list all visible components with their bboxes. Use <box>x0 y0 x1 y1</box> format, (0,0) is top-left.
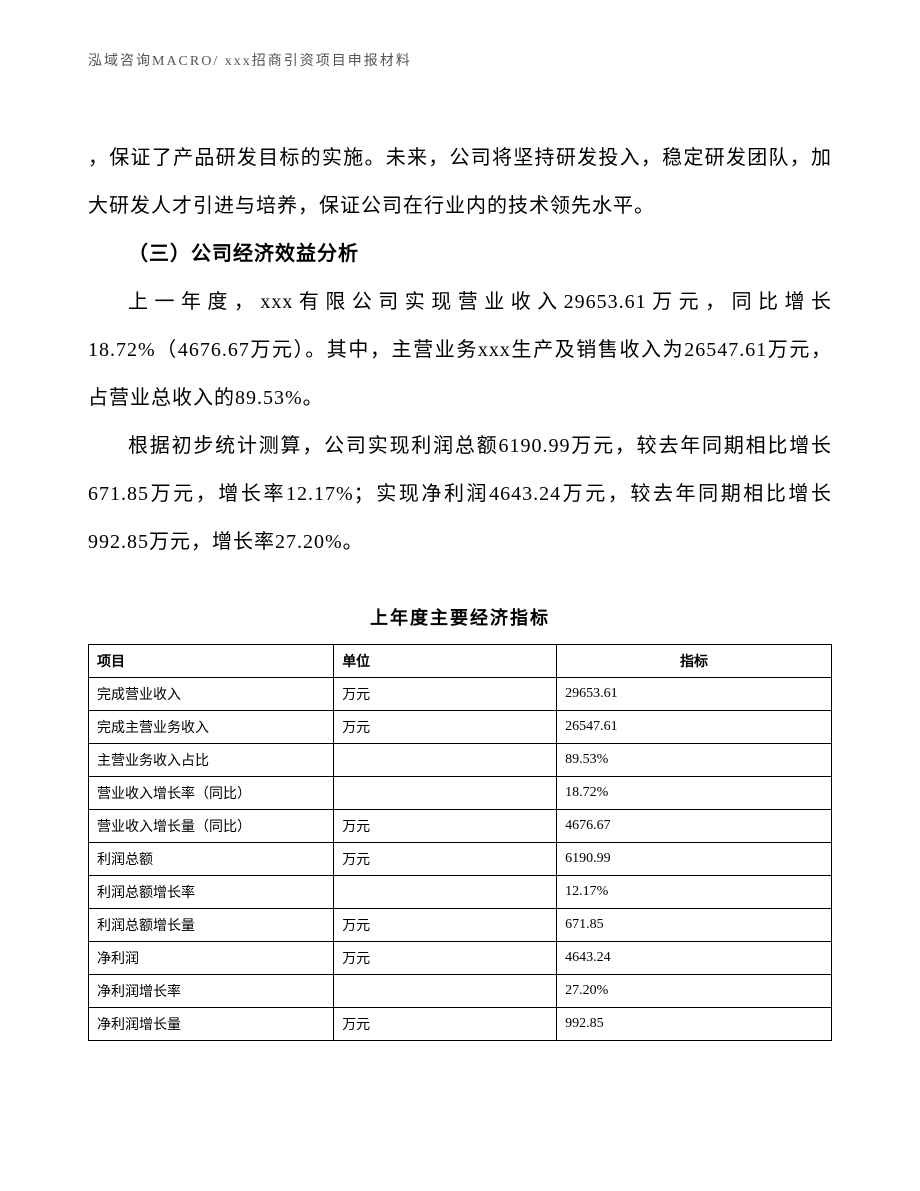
cell-indicator: 18.72% <box>557 777 832 810</box>
cell-item: 净利润增长率 <box>89 975 334 1008</box>
table-header-row: 项目 单位 指标 <box>89 645 832 678</box>
cell-item: 营业收入增长量（同比） <box>89 810 334 843</box>
cell-indicator: 4643.24 <box>557 942 832 975</box>
section-heading: （三）公司经济效益分析 <box>88 230 832 278</box>
table-row: 完成营业收入 万元 29653.61 <box>89 678 832 711</box>
table-row: 净利润增长率 27.20% <box>89 975 832 1008</box>
economic-indicators-table: 项目 单位 指标 完成营业收入 万元 29653.61 完成主营业务收入 万元 … <box>88 644 832 1041</box>
paragraph-2: 上一年度，xxx有限公司实现营业收入29653.61万元，同比增长18.72%（… <box>88 278 832 422</box>
cell-unit: 万元 <box>334 810 557 843</box>
table-title: 上年度主要经济指标 <box>88 604 832 630</box>
table-row: 利润总额增长量 万元 671.85 <box>89 909 832 942</box>
table-row: 利润总额增长率 12.17% <box>89 876 832 909</box>
cell-unit <box>334 876 557 909</box>
cell-unit <box>334 975 557 1008</box>
cell-unit <box>334 744 557 777</box>
cell-unit: 万元 <box>334 1008 557 1041</box>
cell-indicator: 89.53% <box>557 744 832 777</box>
cell-indicator: 6190.99 <box>557 843 832 876</box>
cell-unit: 万元 <box>334 909 557 942</box>
table-row: 完成主营业务收入 万元 26547.61 <box>89 711 832 744</box>
cell-indicator: 671.85 <box>557 909 832 942</box>
cell-unit: 万元 <box>334 678 557 711</box>
header-text: 泓域咨询MACRO/ xxx招商引资项目申报材料 <box>88 54 412 69</box>
cell-item: 净利润 <box>89 942 334 975</box>
cell-unit <box>334 777 557 810</box>
cell-unit: 万元 <box>334 942 557 975</box>
paragraph-3: 根据初步统计测算，公司实现利润总额6190.99万元，较去年同期相比增长671.… <box>88 422 832 566</box>
cell-indicator: 4676.67 <box>557 810 832 843</box>
cell-indicator: 26547.61 <box>557 711 832 744</box>
cell-item: 主营业务收入占比 <box>89 744 334 777</box>
body-text: ，保证了产品研发目标的实施。未来，公司将坚持研发投入，稳定研发团队，加大研发人才… <box>88 134 832 566</box>
table-row: 营业收入增长率（同比） 18.72% <box>89 777 832 810</box>
cell-indicator: 992.85 <box>557 1008 832 1041</box>
page-header: 泓域咨询MACRO/ xxx招商引资项目申报材料 <box>88 50 832 76</box>
table-row: 净利润 万元 4643.24 <box>89 942 832 975</box>
cell-unit: 万元 <box>334 711 557 744</box>
column-header-indicator: 指标 <box>557 645 832 678</box>
cell-unit: 万元 <box>334 843 557 876</box>
cell-item: 利润总额增长量 <box>89 909 334 942</box>
cell-item: 营业收入增长率（同比） <box>89 777 334 810</box>
cell-indicator: 27.20% <box>557 975 832 1008</box>
table-row: 利润总额 万元 6190.99 <box>89 843 832 876</box>
cell-item: 净利润增长量 <box>89 1008 334 1041</box>
paragraph-1: ，保证了产品研发目标的实施。未来，公司将坚持研发投入，稳定研发团队，加大研发人才… <box>88 134 832 230</box>
cell-item: 完成营业收入 <box>89 678 334 711</box>
column-header-item: 项目 <box>89 645 334 678</box>
cell-item: 利润总额 <box>89 843 334 876</box>
cell-indicator: 12.17% <box>557 876 832 909</box>
table-row: 主营业务收入占比 89.53% <box>89 744 832 777</box>
table-row: 净利润增长量 万元 992.85 <box>89 1008 832 1041</box>
cell-item: 利润总额增长率 <box>89 876 334 909</box>
document-page: 泓域咨询MACRO/ xxx招商引资项目申报材料 ，保证了产品研发目标的实施。未… <box>0 0 920 1121</box>
column-header-unit: 单位 <box>334 645 557 678</box>
cell-indicator: 29653.61 <box>557 678 832 711</box>
cell-item: 完成主营业务收入 <box>89 711 334 744</box>
table-row: 营业收入增长量（同比） 万元 4676.67 <box>89 810 832 843</box>
